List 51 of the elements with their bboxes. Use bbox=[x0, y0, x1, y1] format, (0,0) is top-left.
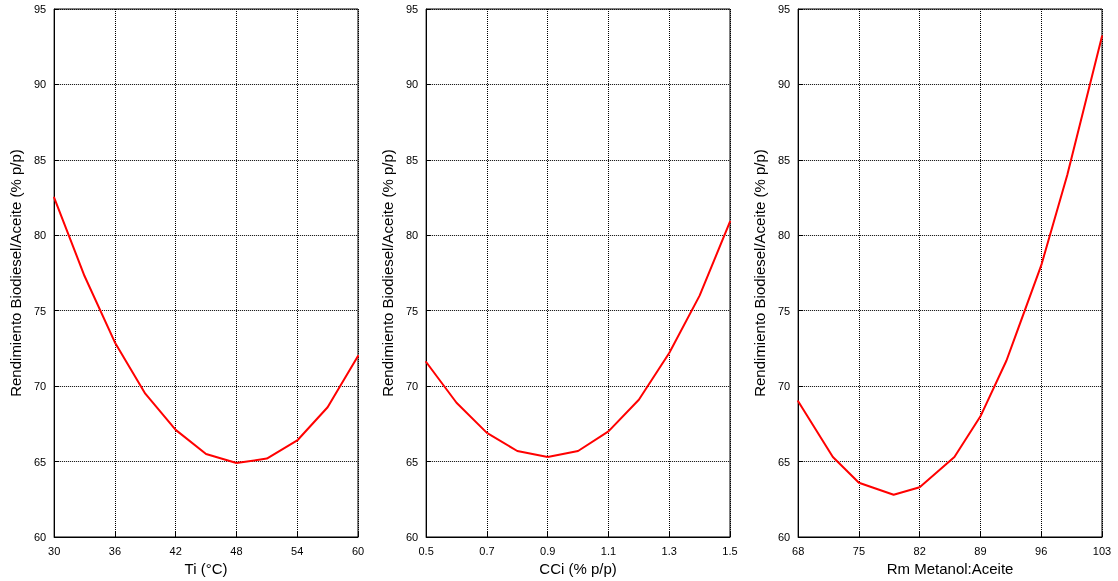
x-tick-label: 42 bbox=[169, 544, 182, 557]
y-tick-label: 65 bbox=[33, 455, 47, 468]
y-tick-label: 60 bbox=[777, 531, 791, 543]
y-tick-label: 75 bbox=[405, 304, 419, 317]
x-tick-label: 30 bbox=[48, 544, 61, 557]
y-axis-title: Rendimiento Biodiesel/Aceite (% p/p) bbox=[379, 149, 396, 397]
x-axis-title: Ti (°C) bbox=[184, 560, 228, 577]
y-tick-label: 95 bbox=[777, 3, 791, 15]
x-tick-label: 82 bbox=[913, 544, 926, 557]
x-tick-label: 1.5 bbox=[722, 544, 738, 557]
y-tick-label: 60 bbox=[33, 531, 47, 543]
y-tick-label: 90 bbox=[777, 78, 791, 91]
y-axis-title: Rendimiento Biodiesel/Aceite (% p/p) bbox=[7, 149, 24, 397]
x-tick-label: 36 bbox=[108, 544, 122, 557]
y-tick-label: 85 bbox=[33, 153, 47, 166]
y-tick-label: 85 bbox=[405, 153, 419, 166]
x-tick-label: 68 bbox=[792, 544, 805, 557]
y-tick-label: 80 bbox=[405, 229, 419, 242]
y-tick-label: 85 bbox=[777, 153, 791, 166]
y-tick-label: 65 bbox=[405, 455, 419, 468]
y-tick-label: 90 bbox=[33, 78, 47, 91]
x-tick-label: 60 bbox=[351, 544, 365, 557]
x-tick-label: 75 bbox=[852, 544, 866, 557]
y-axis-title: Rendimiento Biodiesel/Aceite (% p/p) bbox=[751, 149, 768, 397]
x-tick-label: 96 bbox=[1035, 544, 1048, 557]
x-tick-label: 48 bbox=[230, 544, 243, 557]
x-tick-label: 103 bbox=[1092, 544, 1112, 557]
line-series bbox=[797, 35, 1103, 496]
y-tick-label: 90 bbox=[405, 78, 419, 91]
x-axis-title: CCi (% p/p) bbox=[539, 560, 617, 577]
y-tick-label: 60 bbox=[405, 531, 419, 543]
x-tick-label: 89 bbox=[974, 544, 987, 557]
y-tick-label: 75 bbox=[33, 304, 47, 317]
y-tick-label: 70 bbox=[777, 380, 791, 393]
y-tick-label: 80 bbox=[33, 229, 47, 242]
y-tick-label: 95 bbox=[405, 3, 419, 15]
line-series bbox=[53, 196, 359, 465]
x-axis-title: Rm Metanol:Aceite bbox=[886, 560, 1014, 577]
x-tick-label: 1.3 bbox=[661, 544, 677, 557]
y-tick-label: 65 bbox=[777, 455, 791, 468]
line-series bbox=[425, 220, 731, 459]
x-tick-label: 54 bbox=[291, 544, 304, 557]
y-tick-label: 80 bbox=[777, 229, 791, 242]
y-tick-label: 95 bbox=[33, 3, 47, 15]
y-tick-label: 70 bbox=[33, 380, 47, 393]
x-tick-label: 0.7 bbox=[479, 544, 495, 557]
x-tick-label: 1.1 bbox=[600, 544, 617, 557]
y-tick-label: 70 bbox=[405, 380, 419, 393]
y-tick-label: 75 bbox=[777, 304, 791, 317]
x-tick-label: 0.9 bbox=[540, 544, 556, 557]
x-tick-label: 0.5 bbox=[418, 544, 434, 557]
